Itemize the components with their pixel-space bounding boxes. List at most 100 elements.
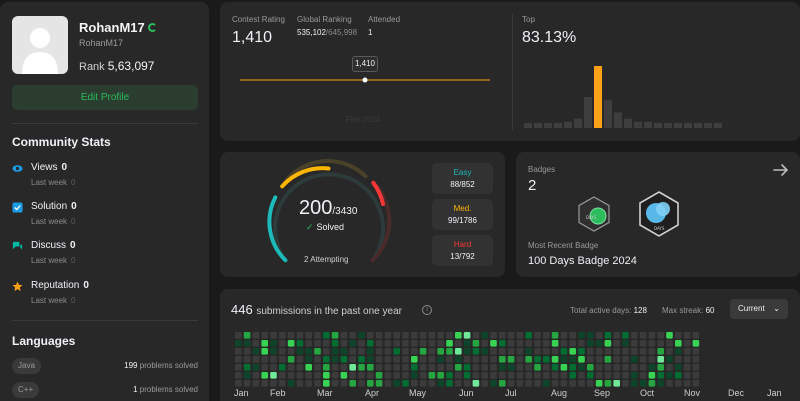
heatmap-day-cell[interactable] (604, 380, 612, 387)
heatmap-day-cell[interactable] (639, 356, 647, 363)
heatmap-day-cell[interactable] (516, 332, 524, 339)
heatmap-day-cell[interactable] (490, 356, 497, 363)
heatmap-day-cell[interactable] (499, 372, 506, 379)
heatmap-day-cell[interactable] (516, 340, 524, 347)
heatmap-day-cell[interactable] (578, 340, 585, 347)
heatmap-day-cell[interactable] (331, 372, 339, 379)
heatmap-day-cell[interactable] (648, 356, 656, 363)
heatmap-day-cell[interactable] (560, 364, 568, 371)
heatmap-day-cell[interactable] (305, 348, 312, 355)
heatmap-day-cell[interactable] (437, 332, 444, 339)
heatmap-day-cell[interactable] (551, 372, 559, 379)
heatmap-day-cell[interactable] (235, 364, 242, 371)
language-tag[interactable]: Java (12, 358, 41, 374)
heatmap-day-cell[interactable] (235, 356, 242, 363)
heatmap-day-cell[interactable] (569, 348, 576, 355)
heatmap-day-cell[interactable] (252, 372, 260, 379)
heatmap-day-cell[interactable] (631, 364, 638, 371)
heatmap-day-cell[interactable] (683, 348, 691, 355)
heatmap-day-cell[interactable] (569, 332, 576, 339)
heatmap-day-cell[interactable] (692, 380, 700, 387)
heatmap-day-cell[interactable] (472, 364, 480, 371)
heatmap-day-cell[interactable] (587, 380, 594, 387)
heatmap-day-cell[interactable] (323, 380, 330, 387)
heatmap-day-cell[interactable] (657, 340, 664, 347)
heatmap-day-cell[interactable] (604, 372, 612, 379)
heatmap-day-cell[interactable] (428, 372, 436, 379)
heatmap-day-cell[interactable] (402, 340, 409, 347)
heatmap-day-cell[interactable] (675, 364, 682, 371)
heatmap-day-cell[interactable] (270, 356, 277, 363)
heatmap-day-cell[interactable] (639, 372, 647, 379)
heatmap-day-cell[interactable] (463, 356, 471, 363)
heatmap-day-cell[interactable] (683, 372, 691, 379)
heatmap-day-cell[interactable] (340, 364, 348, 371)
heatmap-day-cell[interactable] (499, 340, 506, 347)
heatmap-day-cell[interactable] (692, 340, 700, 347)
heatmap-day-cell[interactable] (507, 372, 515, 379)
heatmap-day-cell[interactable] (270, 364, 277, 371)
heatmap-day-cell[interactable] (358, 348, 365, 355)
heatmap-day-cell[interactable] (613, 340, 620, 347)
heatmap-day-cell[interactable] (604, 348, 612, 355)
heatmap-day-cell[interactable] (367, 380, 374, 387)
heatmap-day-cell[interactable] (534, 364, 541, 371)
heatmap-day-cell[interactable] (560, 332, 568, 339)
heatmap-day-cell[interactable] (675, 340, 682, 347)
heatmap-day-cell[interactable] (543, 364, 550, 371)
heatmap-day-cell[interactable] (323, 364, 330, 371)
language-tag[interactable]: C++ (12, 382, 40, 398)
heatmap-day-cell[interactable] (437, 348, 444, 355)
heatmap-day-cell[interactable] (455, 380, 462, 387)
heatmap-day-cell[interactable] (631, 332, 638, 339)
heatmap-day-cell[interactable] (560, 372, 568, 379)
heatmap-day-cell[interactable] (393, 364, 400, 371)
heatmap-day-cell[interactable] (666, 340, 673, 347)
heatmap-day-cell[interactable] (419, 364, 427, 371)
heatmap-day-cell[interactable] (393, 332, 400, 339)
heatmap-day-cell[interactable] (534, 332, 541, 339)
heatmap-day-cell[interactable] (358, 372, 365, 379)
heatmap-day-cell[interactable] (683, 380, 691, 387)
heatmap-day-cell[interactable] (683, 332, 691, 339)
heatmap-day-cell[interactable] (463, 380, 471, 387)
heatmap-day-cell[interactable] (437, 356, 444, 363)
heatmap-day-cell[interactable] (499, 348, 506, 355)
heatmap-day-cell[interactable] (639, 348, 647, 355)
heatmap-day-cell[interactable] (613, 372, 620, 379)
heatmap-day-cell[interactable] (367, 364, 374, 371)
heatmap-day-cell[interactable] (419, 348, 427, 355)
heatmap-day-cell[interactable] (287, 364, 295, 371)
heatmap-day-cell[interactable] (243, 356, 251, 363)
badge-100-days-icon[interactable]: DAYS (635, 190, 683, 238)
heatmap-day-cell[interactable] (393, 372, 400, 379)
heatmap-day-cell[interactable] (569, 364, 576, 371)
heatmap-day-cell[interactable] (622, 356, 629, 363)
heatmap-day-cell[interactable] (648, 364, 656, 371)
heatmap-day-cell[interactable] (543, 356, 550, 363)
heatmap-day-cell[interactable] (657, 380, 664, 387)
heatmap-day-cell[interactable] (296, 356, 304, 363)
heatmap-day-cell[interactable] (560, 356, 568, 363)
heatmap-day-cell[interactable] (604, 332, 612, 339)
heatmap-day-cell[interactable] (279, 340, 286, 347)
heatmap-day-cell[interactable] (622, 380, 629, 387)
heatmap-day-cell[interactable] (551, 348, 559, 355)
heatmap-day-cell[interactable] (455, 332, 462, 339)
heatmap-day-cell[interactable] (411, 364, 418, 371)
heatmap-day-cell[interactable] (578, 356, 585, 363)
heatmap-day-cell[interactable] (411, 356, 418, 363)
heatmap-day-cell[interactable] (639, 380, 647, 387)
heatmap-day-cell[interactable] (384, 340, 392, 347)
heatmap-day-cell[interactable] (411, 380, 418, 387)
badge-50-days-icon[interactable]: DAYS (574, 194, 614, 234)
heatmap-day-cell[interactable] (340, 372, 348, 379)
heatmap-day-cell[interactable] (613, 332, 620, 339)
heatmap-day-cell[interactable] (384, 348, 392, 355)
heatmap-day-cell[interactable] (455, 364, 462, 371)
heatmap-day-cell[interactable] (455, 372, 462, 379)
difficulty-hard[interactable]: Hard 13/792 (432, 235, 493, 266)
heatmap-day-cell[interactable] (358, 340, 365, 347)
heatmap-day-cell[interactable] (314, 340, 321, 347)
heatmap-day-cell[interactable] (499, 356, 506, 363)
